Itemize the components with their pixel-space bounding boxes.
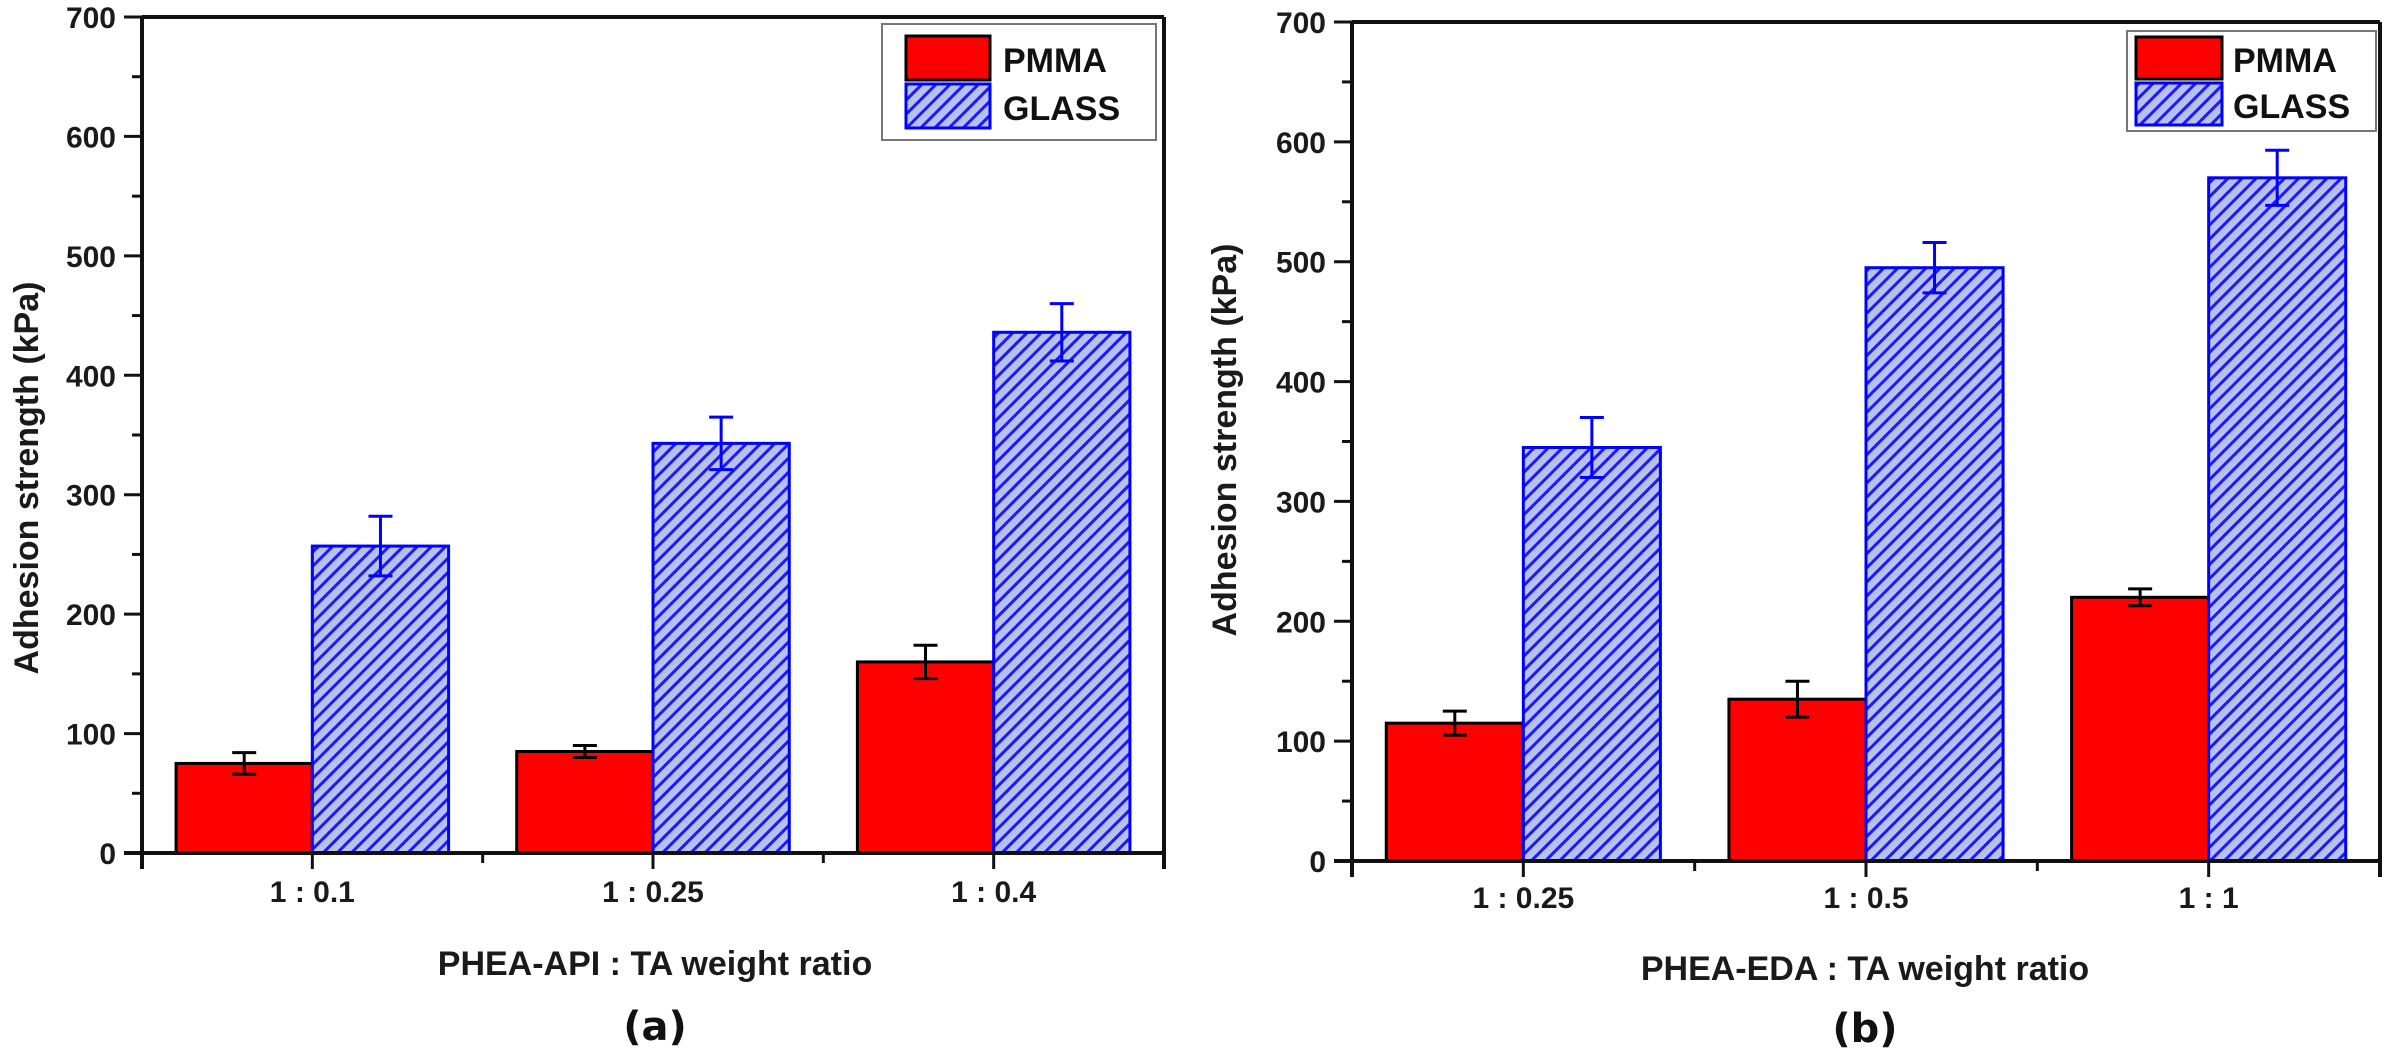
- y-tick-label: 600: [66, 121, 116, 154]
- y-tick-label: 300: [1276, 486, 1326, 519]
- x-tick-label: 1 : 0.5: [1823, 882, 1908, 915]
- bar-glass: [1864, 266, 2005, 863]
- y-tick-label: 700: [1276, 7, 1326, 40]
- y-tick-label: 100: [66, 719, 116, 752]
- y-tick-label: 700: [66, 2, 116, 35]
- legend: PMMA GLASS: [881, 23, 1157, 141]
- bar-pmma: [2070, 595, 2211, 863]
- y-tick-label: 400: [66, 360, 116, 393]
- x-axis-title: PHEA-API : TA weight ratio: [438, 945, 872, 983]
- x-tick-label: 1 : 0.25: [1472, 882, 1574, 915]
- bar-pmma: [855, 660, 996, 855]
- panel-label: (b): [1832, 1006, 1897, 1052]
- bar-glass: [651, 441, 791, 855]
- x-axis-title: PHEA-EDA : TA weight ratio: [1641, 950, 2089, 988]
- x-tick-label: 1 : 0.1: [270, 876, 355, 909]
- y-tick-label: 0: [99, 838, 116, 871]
- y-tick-label: 400: [1276, 367, 1326, 400]
- bar-pmma: [1727, 697, 1868, 863]
- legend-swatch-pmma: [2134, 35, 2224, 81]
- legend-label-glass: GLASS: [2233, 88, 2350, 126]
- bar-pmma: [515, 749, 655, 855]
- chart-panel-b: Adhesion strength (kPa) PHEA-EDA : TA we…: [1206, 7, 2382, 1052]
- y-tick-label: 500: [66, 241, 116, 274]
- y-tick-label: 0: [1309, 846, 1326, 879]
- x-tick-label: 1 : 0.4: [951, 876, 1036, 909]
- x-tick-label: 1 : 1: [2179, 882, 2239, 915]
- y-tick-label: 600: [1276, 127, 1326, 160]
- legend-swatch-pmma: [904, 34, 992, 82]
- y-axis-title: Adhesion strength (kPa): [8, 282, 46, 675]
- legend-label-glass: GLASS: [1003, 90, 1120, 128]
- bar-glass: [2207, 176, 2348, 863]
- chart-panel-a: Adhesion strength (kPa) PHEA-API : TA we…: [8, 2, 1166, 1050]
- y-tick-label: 500: [1276, 247, 1326, 280]
- bar-glass: [310, 544, 451, 855]
- y-tick-label: 200: [66, 599, 116, 632]
- panel-label: (a): [623, 1004, 687, 1050]
- legend-label-pmma: PMMA: [1003, 42, 1107, 80]
- legend: PMMA GLASS: [2126, 30, 2377, 132]
- legend-swatch-glass: [2134, 81, 2224, 127]
- y-tick-label: 100: [1276, 726, 1326, 759]
- y-tick-label: 200: [1276, 606, 1326, 639]
- y-axis-title: Adhesion strength (kPa): [1206, 244, 1244, 637]
- y-tick-label: 300: [66, 480, 116, 513]
- plot-area: 1 : 0.25 1 : 0.5 1 : 1 0 100 200 300 400 500 600 7…: [1276, 7, 2382, 915]
- legend-swatch-glass: [904, 82, 992, 130]
- legend-label-pmma: PMMA: [2233, 42, 2337, 80]
- bar-pmma: [1384, 721, 1525, 863]
- bar-glass: [1521, 445, 1662, 863]
- plot-area: 1 : 0.1 1 : 0.25 1 : 0.4 0 100 200 300 400 500 60…: [66, 2, 1166, 909]
- x-tick-label: 1 : 0.25: [602, 876, 704, 909]
- bar-glass: [992, 330, 1132, 855]
- bar-pmma: [174, 761, 314, 855]
